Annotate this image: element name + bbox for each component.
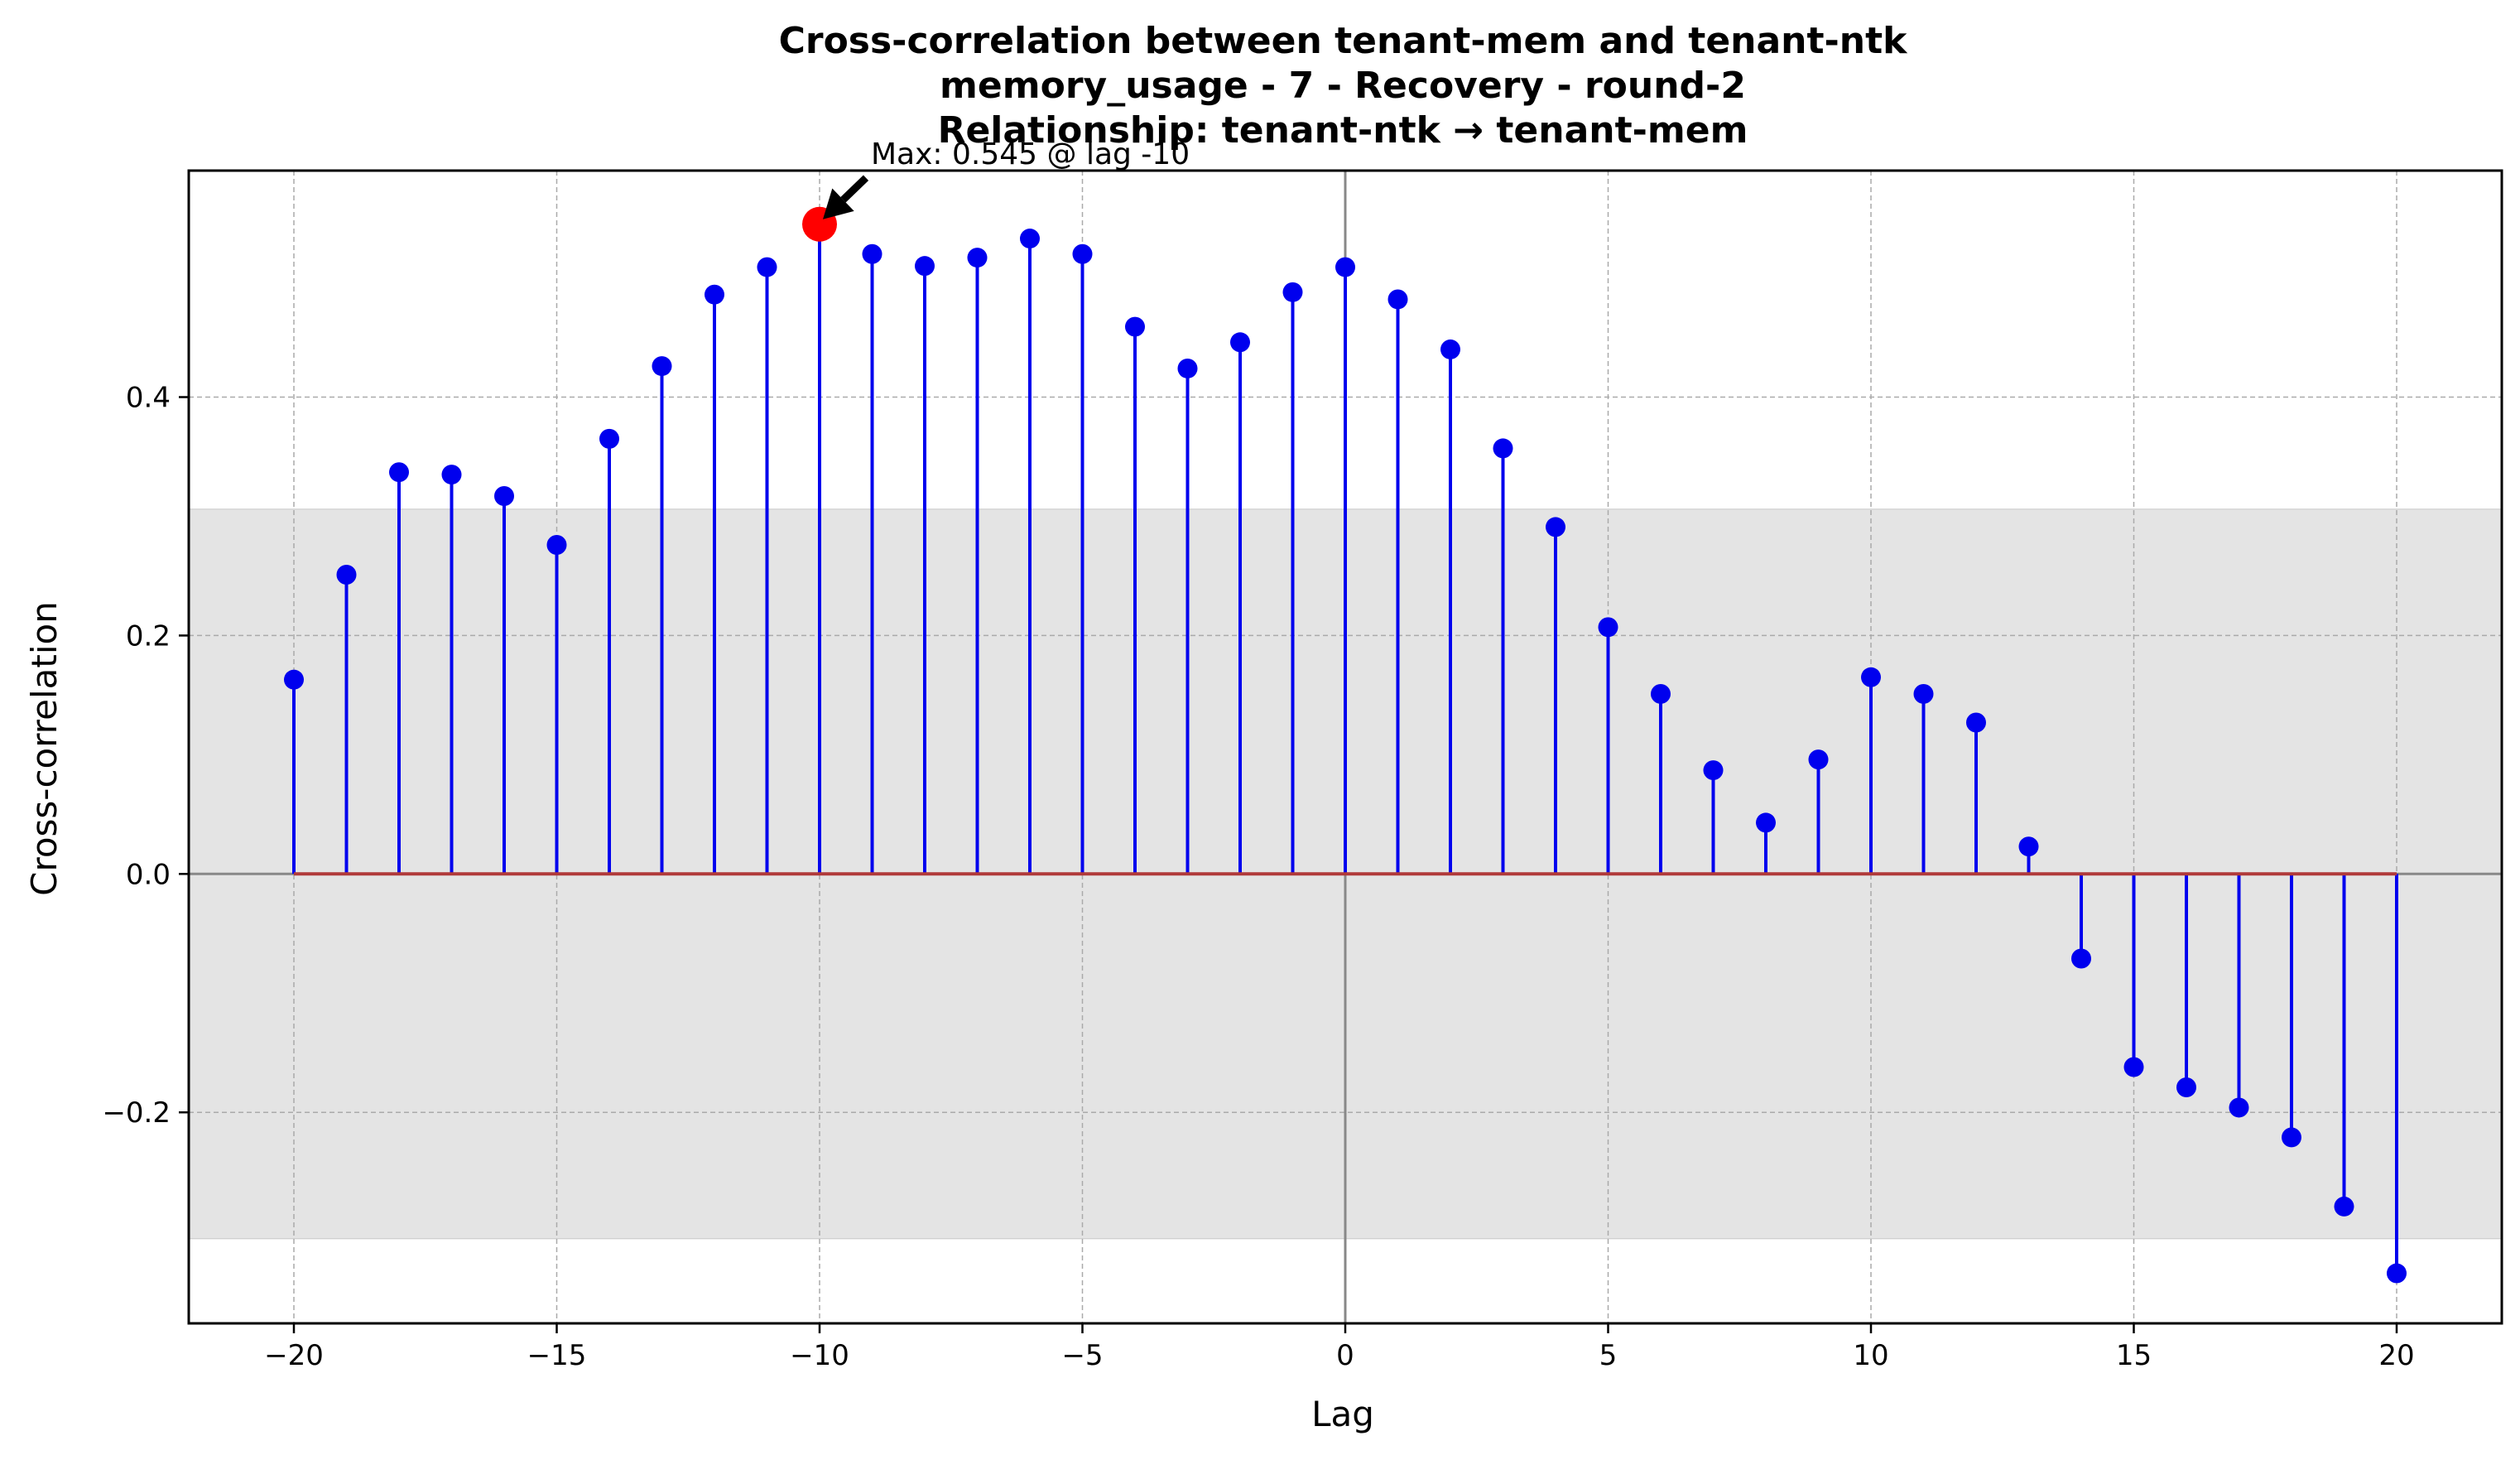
data-point [1913, 683, 1934, 704]
data-point [1861, 667, 1881, 687]
data-point [2176, 1077, 2196, 1097]
marker-layer [284, 206, 2407, 1284]
data-point [1440, 339, 1460, 359]
annotation-arrow-head [823, 188, 854, 219]
y-tick-label: −0.2 [102, 1096, 171, 1130]
data-point [652, 356, 672, 377]
annotation-arrow-shaft [840, 175, 869, 203]
data-point [2282, 1127, 2301, 1148]
data-point [1125, 316, 1145, 337]
title-line-1: Cross-correlation between tenant-mem and… [779, 20, 1909, 62]
data-point [389, 462, 409, 483]
data-point [2387, 1263, 2407, 1284]
y-tick-label: 0.0 [126, 858, 171, 891]
data-point [1020, 229, 1040, 249]
data-point [2229, 1097, 2249, 1118]
data-point [599, 428, 619, 449]
data-point [705, 284, 724, 305]
data-point [2018, 836, 2039, 857]
data-point [1282, 282, 1303, 302]
annotation-layer: Max: 0.545 @ lag -10 [823, 137, 1190, 219]
data-point [1387, 289, 1408, 310]
data-point [2334, 1196, 2354, 1217]
data-point [1177, 358, 1198, 378]
x-tick-label: −5 [1061, 1339, 1103, 1372]
data-point [1808, 749, 1829, 770]
data-point [284, 669, 304, 690]
x-tick-label: −10 [790, 1339, 849, 1372]
x-axis-label: Lag [1311, 1394, 1374, 1434]
chart-title: Cross-correlation between tenant-mem and… [779, 20, 1909, 152]
data-point [1072, 243, 1093, 264]
data-point [546, 535, 567, 556]
title-line-3: Relationship: tenant-ntk → tenant-mem [938, 109, 1748, 152]
x-tick-label: −15 [527, 1339, 587, 1372]
data-point [1493, 438, 1513, 459]
x-tick-label: 0 [1336, 1339, 1354, 1372]
data-point [441, 465, 462, 485]
y-axis-label: Cross-correlation [24, 601, 65, 896]
data-point [1651, 683, 1671, 704]
data-point [862, 243, 882, 264]
data-point [1598, 617, 1618, 638]
data-point [2071, 948, 2091, 969]
x-tick-label: −20 [264, 1339, 324, 1372]
data-point [1546, 517, 1565, 537]
x-tick-label: 10 [1853, 1339, 1888, 1372]
data-point [494, 485, 514, 506]
data-point [1230, 332, 1250, 353]
max-annotation: Max: 0.545 @ lag -10 [871, 137, 1190, 171]
data-point [1966, 712, 1986, 733]
y-tick-label: 0.2 [126, 619, 171, 653]
data-point [2123, 1057, 2144, 1077]
stem-layer [292, 224, 2398, 1274]
y-axis-ticks: −0.2 0.0 0.2 0.4 [102, 382, 189, 1130]
x-axis-ticks: −20 −15 −10 −5 0 5 10 15 20 [264, 1323, 2415, 1372]
x-tick-label: 15 [2116, 1339, 2152, 1372]
x-tick-label: 20 [2378, 1339, 2414, 1372]
x-tick-label: 5 [1599, 1339, 1618, 1372]
data-point [915, 256, 935, 277]
data-point [336, 564, 357, 585]
data-point [1703, 760, 1724, 781]
data-point [1335, 257, 1355, 277]
data-point [1756, 812, 1776, 833]
data-point [967, 248, 988, 268]
data-point [757, 257, 777, 277]
y-tick-label: 0.4 [126, 382, 171, 415]
title-line-2: memory_usage - 7 - Recovery - round-2 [940, 65, 1746, 107]
